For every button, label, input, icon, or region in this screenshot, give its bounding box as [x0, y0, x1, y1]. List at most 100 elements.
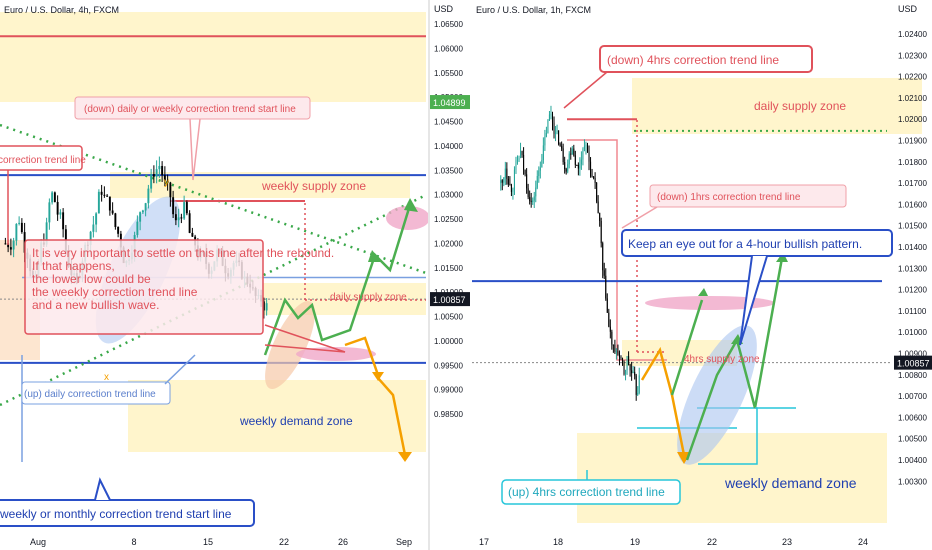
candle-body: [139, 212, 142, 222]
candle-body: [638, 375, 640, 393]
candle-body: [632, 371, 634, 374]
green-arrow-head-2: [368, 250, 382, 262]
candle-body: [567, 164, 569, 172]
candle-body: [565, 169, 567, 172]
orange-ellipse: [265, 300, 315, 390]
pink-ellipse-mid: [296, 347, 376, 361]
candle-body: [626, 356, 628, 371]
daily-supply-label: daily supply zone: [754, 99, 846, 113]
candle-body: [555, 132, 557, 134]
candle-body: [524, 169, 526, 175]
green-arrow-head-1: [698, 288, 708, 296]
candle-body: [62, 212, 65, 230]
right-price-tick: 1.01600: [898, 200, 927, 209]
candle-body: [621, 357, 624, 362]
right-chart-panel[interactable]: USD1.065001.060001.055001.050001.045001.…: [430, 0, 932, 550]
candle-body: [53, 192, 56, 202]
right-price-tick: 1.00800: [898, 371, 927, 380]
candle-body: [177, 217, 180, 221]
weekly-monthly-label: weekly or monthly correction trend start…: [0, 507, 232, 521]
up-daily-pointer: [164, 354, 196, 385]
orange-arrow-head-2: [372, 372, 384, 381]
candle-body: [603, 270, 605, 276]
candle-body: [568, 153, 570, 165]
candle-body: [602, 243, 604, 271]
left-price-tick: 1.00000: [434, 337, 463, 346]
left-last-price-badge: [430, 292, 470, 307]
callout-correction-label: correction trend line: [0, 155, 86, 166]
candle-body: [95, 213, 98, 225]
candle-body: [512, 188, 514, 192]
panel-divider[interactable]: [428, 0, 430, 550]
candle-body: [89, 231, 92, 246]
marker-x: x: [104, 372, 109, 383]
candle-body: [188, 213, 191, 233]
candle-body: [144, 203, 147, 211]
candle-body: [612, 344, 614, 346]
candle-body: [523, 154, 525, 170]
weekly-demand-label: weekly demand zone: [724, 475, 857, 491]
down-1h-pointer: [621, 206, 658, 229]
candle-body: [586, 144, 589, 153]
candle-body: [166, 180, 169, 183]
left-price-tick: 1.03000: [434, 191, 463, 200]
candle-body: [548, 114, 550, 121]
candle-body: [539, 167, 541, 171]
candle-body: [634, 371, 636, 376]
candle-body: [529, 197, 531, 201]
candle-body: [558, 130, 560, 144]
right-price-tick: 1.01700: [898, 179, 927, 188]
candle-body: [191, 232, 194, 237]
pink-ellipse: [645, 296, 775, 310]
left-date-tick: Sep: [396, 537, 412, 547]
candle-body: [553, 122, 555, 134]
up-4h-label: (up) 4hrs correction trend line: [508, 485, 665, 499]
orange-scenario-path: [640, 346, 686, 456]
candle-body: [92, 224, 95, 232]
daily-supply-zone: [632, 78, 922, 134]
candle-body: [538, 170, 540, 177]
left-currency-label: USD: [434, 4, 454, 14]
candle-body: [56, 201, 59, 215]
left-date-tick: 22: [279, 537, 289, 547]
candle-body: [533, 196, 535, 201]
down-4h-box: [599, 45, 813, 73]
candle-body: [506, 168, 508, 179]
candle-body: [20, 222, 23, 233]
right-last-price-badge: [894, 355, 932, 370]
orange-scenario-path-1: [344, 336, 380, 376]
left-current-price-text: 1.04899: [433, 98, 466, 108]
candle-body: [147, 188, 150, 204]
right-last-price-text: 1.00857: [897, 359, 930, 369]
weekly-supply-top-zone: [0, 12, 426, 102]
candle-body: [570, 153, 572, 155]
candle-body: [562, 148, 564, 163]
candle-body: [631, 370, 633, 374]
down-1h-label: (down) 1hrs correction trend line: [657, 192, 801, 203]
weekly-supply-label: weekly supply zone: [261, 179, 366, 193]
candle-body: [500, 180, 502, 184]
candle-body: [503, 177, 505, 183]
candle-body: [614, 344, 616, 352]
candle-body: [541, 160, 543, 168]
candle-body: [141, 210, 144, 213]
left-chart-panel[interactable]: (down) daily or weekly correction trend …: [0, 0, 428, 550]
candle-body: [183, 202, 186, 219]
green-scenario-path: [263, 204, 412, 356]
important-note-box: [24, 239, 264, 335]
down-1h-box: [649, 184, 847, 208]
marker-y: y: [164, 177, 169, 188]
green-dotted-down-line: [0, 123, 427, 275]
candle-body: [532, 200, 534, 202]
right-price-tick: 1.02200: [898, 73, 927, 82]
weekly-supply-zone: [110, 172, 410, 198]
candle-body: [180, 217, 183, 219]
candle-body: [637, 392, 639, 395]
candle-body: [608, 312, 610, 327]
candle-body: [51, 192, 54, 203]
candle-body: [161, 165, 164, 176]
candle-body: [527, 188, 529, 198]
candle-body: [59, 212, 62, 215]
candle-body: [520, 151, 522, 159]
